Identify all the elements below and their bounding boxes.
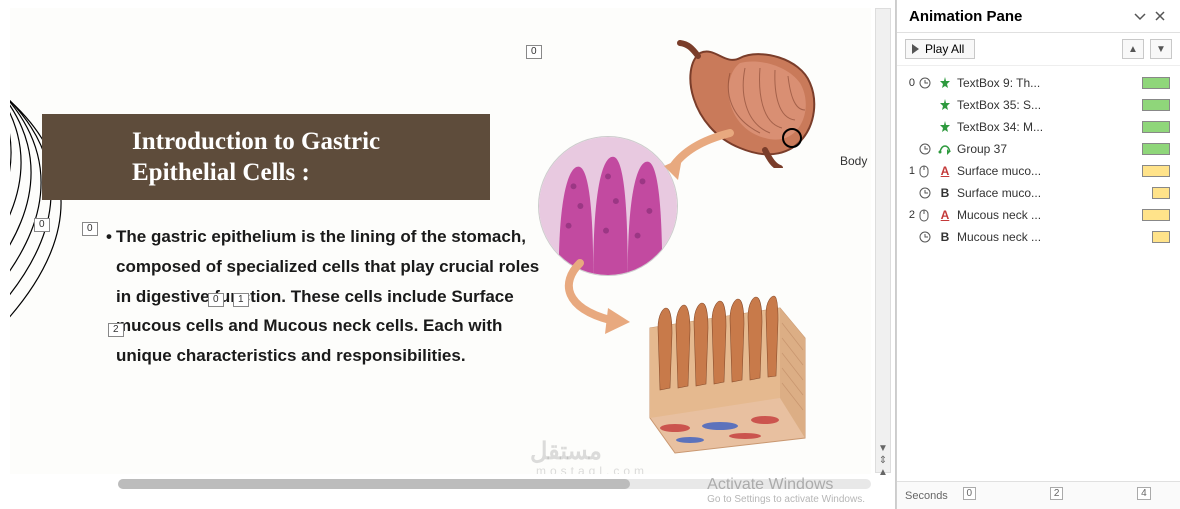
duration-bar[interactable] [1142,209,1170,221]
trigger-icon [919,77,933,89]
duration-bar[interactable] [1142,121,1170,133]
duration-bar[interactable] [1142,77,1170,89]
animation-item[interactable]: 1 A Surface muco... [897,160,1176,182]
trigger-icon [919,209,933,222]
anim-item-name: Group 37 [957,142,1138,156]
animation-item[interactable]: TextBox 35: S... [897,94,1176,116]
animation-item[interactable]: B Surface muco... [897,182,1176,204]
animation-pane-header: Animation Pane [897,0,1180,33]
anim-item-name: TextBox 35: S... [957,98,1138,112]
move-up-button[interactable]: ▲ [1122,39,1144,59]
effect-icon [937,98,953,112]
slide-title-bar[interactable]: Introduction to Gastric Epithelial Cells… [42,114,490,200]
duration-bar[interactable] [1142,165,1170,177]
bullet-icon: • [106,222,112,252]
anim-item-name: TextBox 9: Th... [957,76,1138,90]
stomach-label: Body [840,154,867,168]
animation-pane-title: Animation Pane [909,8,1130,25]
trigger-icon [919,187,933,199]
anim-tag[interactable]: 0 [526,45,542,59]
anim-item-name: Surface muco... [957,186,1138,200]
collapse-button[interactable] [1130,6,1150,26]
stomach-illustration[interactable] [670,38,830,168]
animation-toolbar: Play All ▲ ▼ [897,33,1180,66]
duration-bar[interactable] [1142,99,1170,111]
play-all-label: Play All [925,42,964,56]
slide-canvas[interactable]: Introduction to Gastric Epithelial Cells… [10,8,871,474]
anim-tag[interactable]: 0 [208,293,224,307]
effect-icon: B [937,230,953,244]
animation-item[interactable]: Group 37 [897,138,1176,160]
micrograph-illustration[interactable] [538,136,678,276]
scroll-thumb[interactable] [118,479,630,489]
anim-tag[interactable]: 0 [34,218,50,232]
anim-item-name: Mucous neck ... [957,230,1138,244]
play-icon [912,44,919,54]
effect-icon: B [937,186,953,200]
timeline-ruler[interactable]: 0 2 4 [954,487,1172,505]
animation-item[interactable]: TextBox 34: M... [897,116,1176,138]
slide-nav-controls[interactable]: ▼⇕▲ [875,443,891,479]
anim-tag[interactable]: 1 [233,293,249,307]
anim-sequence: 0 [905,77,915,89]
slide-title-text: Introduction to Gastric Epithelial Cells… [132,128,380,186]
trigger-icon [919,143,933,155]
effect-icon: A [937,208,953,222]
animation-list[interactable]: 0 TextBox 9: Th... TextBox 35: S... TextBox… [897,66,1180,509]
slide-body-text[interactable]: • The gastric epithelium is the lining o… [116,222,556,371]
slide-editor: Introduction to Gastric Epithelial Cells… [0,0,896,509]
trigger-icon [919,165,933,178]
anim-sequence: 2 [905,209,915,221]
tissue-block-illustration[interactable] [630,278,820,458]
effect-icon [937,142,953,156]
effect-icon [937,120,953,134]
duration-bar[interactable] [1142,143,1170,155]
anim-sequence: 1 [905,165,915,177]
horizontal-scrollbar[interactable] [118,479,871,489]
animation-pane: Animation Pane Play All ▲ ▼ 0 TextBox 9: … [896,0,1180,509]
trigger-icon [919,231,933,243]
move-down-button[interactable]: ▼ [1150,39,1172,59]
close-button[interactable] [1150,6,1170,26]
play-all-button[interactable]: Play All [905,39,975,59]
animation-item[interactable]: B Mucous neck ... [897,226,1176,248]
anim-item-name: Mucous neck ... [957,208,1138,222]
anim-tag[interactable]: 2 [108,323,124,337]
body-paragraph: The gastric epithelium is the lining of … [116,227,539,365]
watermark: مستقل [530,437,602,466]
animation-item[interactable]: 2 A Mucous neck ... [897,204,1176,226]
duration-bar[interactable] [1152,187,1170,199]
animation-timeline-footer: Seconds 0 2 4 [897,481,1180,509]
seconds-label: Seconds [905,490,948,502]
effect-icon [937,76,953,90]
effect-icon: A [937,164,953,178]
animation-item[interactable]: 0 TextBox 9: Th... [897,72,1176,94]
anim-item-name: TextBox 34: M... [957,120,1138,134]
watermark-sub: mostaql.com [536,464,648,474]
duration-bar[interactable] [1152,231,1170,243]
anim-tag[interactable]: 0 [82,222,98,236]
vertical-scrollbar[interactable] [875,8,891,473]
anim-item-name: Surface muco... [957,164,1138,178]
